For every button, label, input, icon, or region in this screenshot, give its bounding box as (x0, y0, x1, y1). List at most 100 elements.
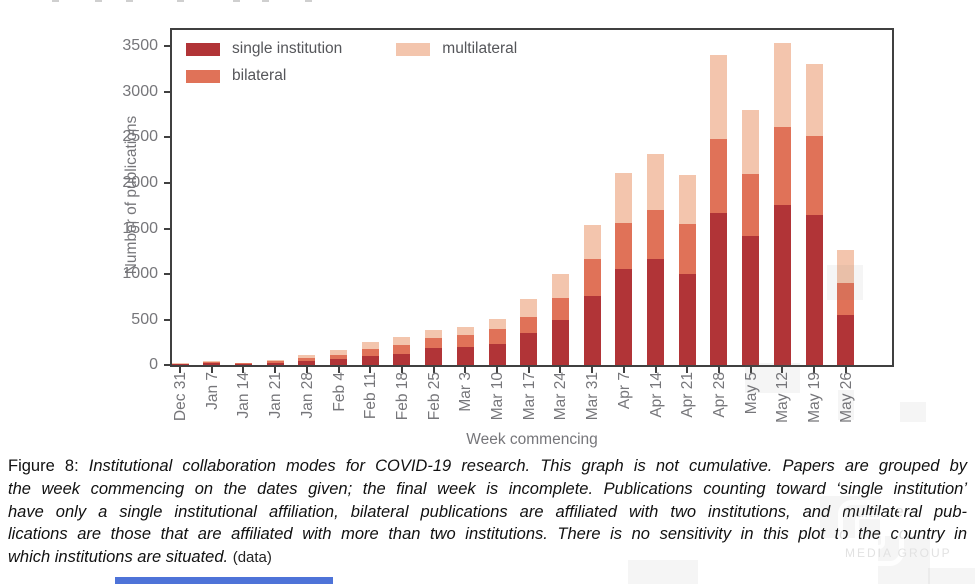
top-cut-text-fragment (126, 0, 133, 2)
caption-italic-text: Institutional collaboration modes for CO… (88, 457, 967, 475)
x-tick-label: Mar 17 (520, 372, 538, 421)
watermark-block (628, 560, 698, 584)
x-tick (242, 367, 245, 373)
x-tick (274, 367, 277, 373)
x-tick-label: Apr 7 (615, 372, 633, 410)
caption-line: which institutions are situated. (data) (8, 546, 967, 570)
x-tick-label: Feb 18 (393, 372, 411, 421)
y-tick (164, 90, 170, 93)
x-tick-label: Feb 25 (425, 372, 443, 421)
bar-may-26 (837, 250, 855, 365)
y-tick (164, 364, 170, 366)
x-tick-label: Jan 14 (235, 372, 253, 419)
bar-segment-single-institution (742, 236, 760, 365)
x-tick-label: Mar 31 (584, 372, 602, 421)
bar-segment-multilateral (551, 273, 569, 298)
x-tick (464, 367, 467, 373)
y-tick-label: 3000 (122, 82, 158, 100)
bar-segment-bilateral (488, 328, 506, 344)
figure-caption: Figure 8: Institutional collaboration mo… (8, 455, 967, 570)
bar-apr-14 (647, 154, 664, 365)
x-tick-label: Feb 4 (330, 372, 348, 412)
bar-dec-31 (171, 363, 189, 365)
top-cut-text-fragment (52, 0, 59, 2)
legend-item-single-institution: single institution (186, 40, 342, 58)
chart-legend: single institution bilateral multilateral (186, 40, 517, 85)
legend-item-bilateral: bilateral (186, 67, 342, 85)
bar-segment-multilateral (266, 359, 284, 361)
bar-feb-4 (330, 349, 347, 365)
x-tick (813, 367, 815, 373)
caption-italic-text: the week commencing on the dates given; … (8, 479, 967, 498)
x-axis-title: Week commencing (466, 431, 598, 448)
top-cut-text-fragment (95, 0, 102, 2)
watermark-block (928, 568, 975, 584)
bar-apr-21 (678, 175, 696, 365)
bar-segment-single-institution (710, 212, 728, 365)
watermark-text: MEDIA GROUP (845, 546, 952, 560)
bar-segment-single-institution (520, 332, 538, 365)
bar-segment-bilateral (298, 357, 316, 361)
legend-label: bilateral (232, 67, 287, 84)
bar-jan-14 (234, 362, 252, 365)
x-tick-label: Mar 24 (552, 372, 570, 421)
bar-segment-multilateral (773, 42, 791, 127)
bar-segment-single-institution (773, 204, 791, 365)
y-tick-label: 1500 (122, 219, 158, 237)
bar-jan-7 (203, 361, 221, 365)
bar-segment-single-institution (678, 274, 696, 365)
x-tick (179, 367, 181, 373)
caption-line: Figure 8: Institutional collaboration mo… (8, 455, 967, 478)
x-tick (432, 367, 435, 373)
watermark-block (878, 536, 930, 584)
caption-line: the week commencing on the dates given; … (8, 478, 967, 501)
cutoff-blue-bar (115, 577, 333, 584)
watermark-logo-icon (838, 500, 904, 566)
x-tick (210, 367, 213, 373)
bar-segment-multilateral (393, 336, 411, 346)
bar-segment-single-institution (171, 363, 189, 365)
caption-italic-text: which institutions are situated. (8, 548, 233, 567)
bar-segment-single-institution (234, 364, 252, 365)
bar-segment-multilateral (361, 342, 379, 350)
bar-segment-bilateral (805, 136, 823, 216)
data-link[interactable]: (data) (232, 549, 272, 567)
top-cut-text-fragment (177, 0, 184, 2)
caption-label-text: Figure 8: (8, 457, 89, 475)
bar-segment-bilateral (647, 210, 664, 260)
bar-segment-bilateral (456, 334, 474, 347)
bar-segment-multilateral (456, 326, 474, 335)
bar-segment-multilateral (678, 175, 696, 224)
bar-segment-single-institution (425, 348, 443, 365)
top-cut-text-fragment (305, 0, 312, 2)
y-tick (164, 318, 170, 321)
legend-swatch (186, 42, 220, 56)
plot-area: single institution bilateral multilateral (170, 28, 894, 367)
bar-segment-single-institution (266, 362, 284, 365)
y-tick (164, 273, 170, 275)
bar-segment-bilateral (742, 173, 760, 237)
y-tick (164, 45, 170, 48)
x-tick-label: Mar 3 (457, 372, 475, 412)
bar-segment-multilateral (330, 349, 347, 355)
x-tick (527, 367, 530, 373)
bar-segment-bilateral (330, 354, 347, 360)
x-tick (844, 367, 847, 373)
bar-mar-24 (551, 273, 569, 365)
watermark-block (827, 265, 863, 300)
bar-may-19 (805, 63, 823, 365)
x-tick-label: May 19 (806, 372, 823, 423)
bar-segment-multilateral (742, 110, 760, 174)
bar-segment-multilateral (583, 224, 601, 259)
bar-segment-bilateral (551, 297, 569, 321)
y-tick (164, 136, 170, 139)
legend-column: single institution bilateral (186, 40, 342, 85)
bar-jan-28 (298, 355, 316, 365)
bar-segment-bilateral (425, 338, 443, 349)
legend-swatch (186, 69, 220, 83)
bar-segment-single-institution (488, 343, 506, 365)
legend-item-multilateral: multilateral (396, 40, 517, 58)
x-tick (559, 367, 562, 373)
bar-feb-18 (393, 336, 411, 365)
watermark-logo-glyph (855, 515, 885, 549)
